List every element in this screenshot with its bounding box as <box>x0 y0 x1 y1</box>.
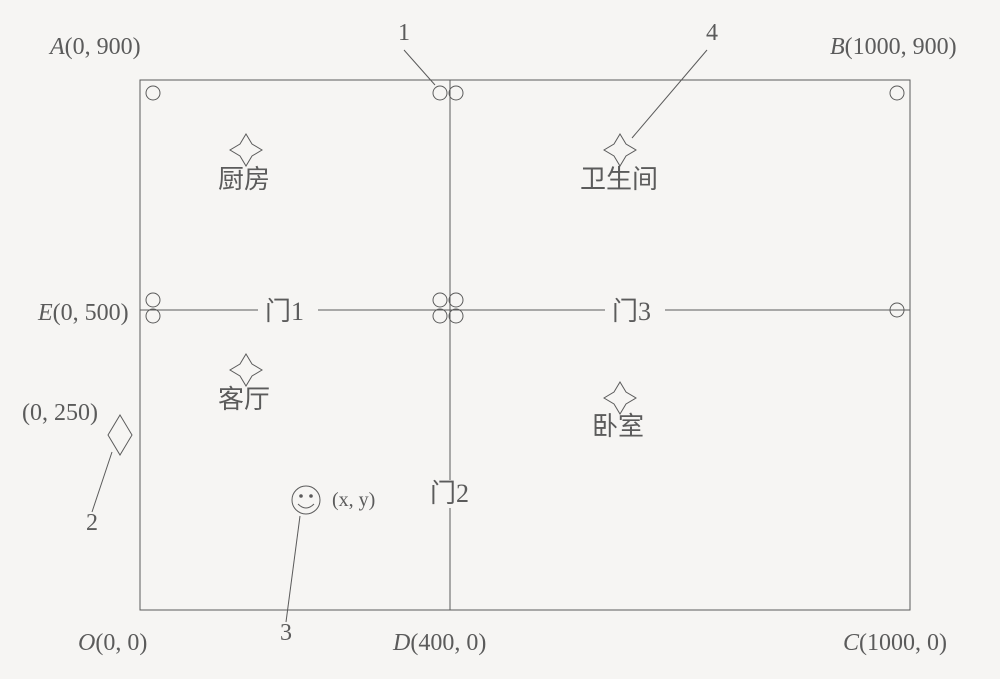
callout-1-label: 1 <box>398 20 410 46</box>
label-A: A(0, 900) <box>48 34 141 60</box>
room-bathroom-label: 卫生间 <box>580 165 658 194</box>
callout-4-label: 4 <box>706 20 718 46</box>
label-C: C(1000, 0) <box>843 630 947 656</box>
door1-label: 门1 <box>265 297 304 326</box>
face-coord: (x, y) <box>332 489 375 511</box>
sensor-dots <box>146 86 904 323</box>
label-D: D(400, 0) <box>392 630 486 656</box>
callout-2-label: 2 <box>86 510 98 536</box>
room-bedroom-label: 卧室 <box>592 412 644 441</box>
room-stars <box>230 134 636 414</box>
door3-label: 门3 <box>612 297 651 326</box>
label-E: E(0, 500) <box>37 300 129 326</box>
callout-2-line <box>92 452 112 512</box>
callout-3-label: 3 <box>280 620 292 646</box>
label-O: O(0, 0) <box>78 630 147 656</box>
door2-label: 门2 <box>430 479 469 508</box>
callout-3-line <box>286 516 300 622</box>
label-B: B(1000, 900) <box>830 34 957 60</box>
diamond-coord: (0, 250) <box>22 400 98 426</box>
callout-4-line <box>632 50 707 138</box>
room-kitchen-label: 厨房 <box>218 165 270 194</box>
floor-outline <box>140 80 910 610</box>
face-icon <box>292 486 320 514</box>
diamond-marker <box>108 415 132 455</box>
room-living-label: 客厅 <box>218 385 270 414</box>
